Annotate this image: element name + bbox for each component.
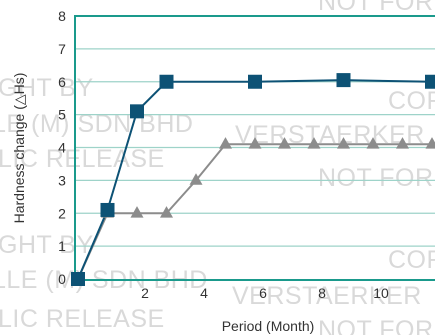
y-tick-label: 5	[58, 107, 66, 123]
x-tick-label: 6	[259, 285, 267, 301]
data-point-triangle	[337, 137, 350, 149]
data-point-square	[130, 104, 144, 119]
y-tick-label: 8	[58, 8, 66, 24]
data-point-triangle	[307, 137, 321, 149]
watermark-text: LIC RELEASE	[0, 145, 165, 173]
data-point-triangle	[160, 206, 173, 218]
data-point-square	[248, 74, 262, 89]
data-point-square	[71, 272, 85, 286]
data-point-square	[336, 73, 351, 88]
data-point-triangle	[396, 137, 409, 149]
plot-frame	[74, 15, 435, 281]
y-tick-label: 0	[58, 271, 66, 287]
data-point-triangle	[366, 137, 380, 149]
x-tick-label: 10	[373, 285, 389, 301]
data-point-triangle	[248, 137, 262, 149]
x-tick-label: 2	[141, 285, 149, 301]
y-tick-label: 7	[58, 41, 66, 57]
y-tick-label: 6	[58, 74, 66, 90]
series-markers	[71, 73, 435, 286]
watermark-text: GHT BY	[0, 231, 94, 259]
watermark-text: COR	[388, 246, 435, 274]
x-tick-label: 4	[200, 285, 208, 301]
watermark-text: LIC RELEASE	[0, 305, 165, 333]
data-point-square	[100, 202, 115, 217]
data-point-triangle	[278, 137, 291, 149]
watermark-text: COR	[388, 87, 435, 115]
y-axis-title: Hardness change (△Hs)	[11, 73, 27, 224]
y-axis-ticks: 0 1 2 3 4 5 6 7 8	[58, 8, 66, 287]
watermark-text: GHT BY	[0, 74, 94, 102]
x-axis-title: Period (Month)	[222, 318, 315, 334]
x-axis-ticks: 2468101	[141, 285, 389, 301]
y-tick-label: 1	[58, 238, 66, 254]
data-point-triangle	[425, 137, 435, 149]
watermark-text: NOT FOR	[318, 164, 434, 192]
watermark-text: VERSTAERKER	[232, 282, 422, 310]
data-point-triangle	[130, 206, 144, 218]
watermark-text: NOT FOR	[318, 0, 434, 16]
data-point-triangle	[219, 137, 232, 149]
data-point-square	[425, 74, 435, 89]
data-point-square	[159, 74, 174, 89]
y-tick-label: 4	[58, 140, 66, 156]
watermark-text: NOT FOR	[318, 316, 434, 335]
y-tick-label: 2	[58, 205, 66, 221]
data-point-triangle	[189, 173, 203, 185]
x-tick-label: 8	[318, 285, 326, 301]
y-tick-label: 3	[58, 172, 66, 188]
